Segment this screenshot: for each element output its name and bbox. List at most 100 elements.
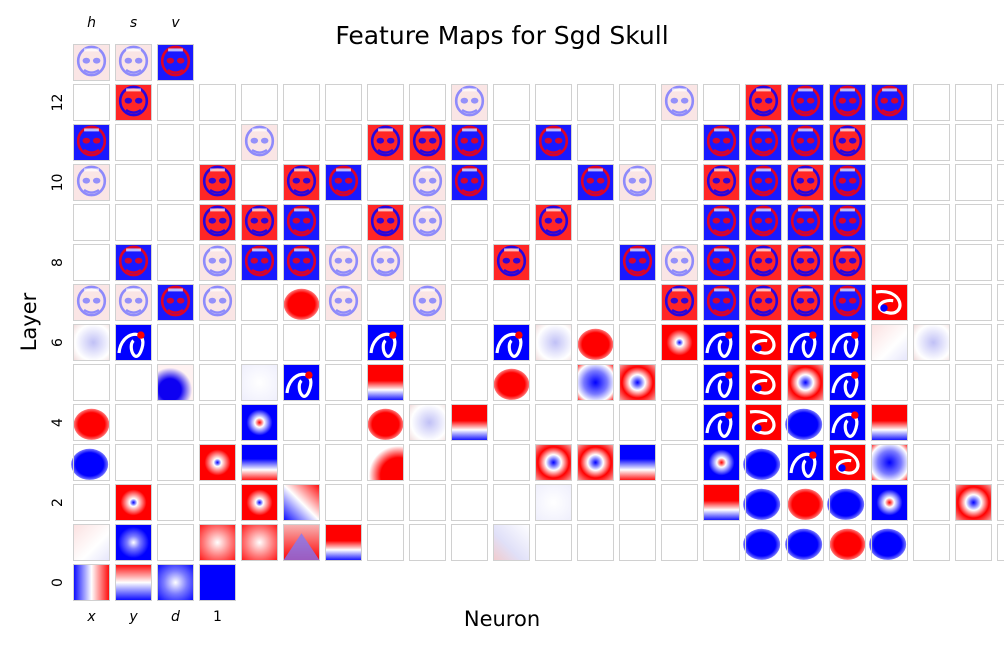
feature-map-cell — [367, 324, 404, 361]
y-tick-label: 12 — [50, 94, 66, 112]
empty-cell — [451, 204, 488, 241]
empty-cell — [913, 364, 950, 401]
feature-map-cell — [199, 284, 236, 321]
empty-cell — [913, 244, 950, 281]
empty-cell — [535, 364, 572, 401]
feature-map-cell — [367, 404, 404, 441]
feature-map-cell — [409, 124, 446, 161]
feature-map-cell — [829, 364, 866, 401]
feature-map-cell — [619, 244, 656, 281]
feature-map-cell — [199, 204, 236, 241]
empty-cell — [997, 524, 1004, 561]
empty-cell — [367, 524, 404, 561]
empty-cell — [997, 404, 1004, 441]
feature-map-cell — [199, 524, 236, 561]
feature-map-cell — [241, 364, 278, 401]
y-tick-label: 4 — [50, 418, 66, 427]
feature-map-cell — [157, 284, 194, 321]
empty-cell — [493, 404, 530, 441]
y-tick-label: 10 — [50, 174, 66, 192]
feature-map-cell — [787, 484, 824, 521]
empty-cell — [955, 84, 992, 121]
empty-cell — [367, 284, 404, 321]
empty-cell — [115, 164, 152, 201]
empty-cell — [367, 84, 404, 121]
feature-map-cell — [493, 364, 530, 401]
empty-cell — [913, 204, 950, 241]
y-tick-label: 8 — [50, 258, 66, 267]
feature-map-cell — [241, 524, 278, 561]
feature-map-cell — [451, 84, 488, 121]
empty-cell — [409, 524, 446, 561]
empty-cell — [451, 284, 488, 321]
empty-cell — [493, 444, 530, 481]
feature-map-cell — [577, 364, 614, 401]
y-axis-label: Layer — [17, 292, 41, 351]
feature-map-cell — [283, 524, 320, 561]
feature-map-cell — [367, 444, 404, 481]
feature-map-cell — [829, 84, 866, 121]
empty-cell — [325, 484, 362, 521]
feature-map-cell — [283, 244, 320, 281]
empty-cell — [493, 284, 530, 321]
empty-cell — [913, 284, 950, 321]
empty-cell — [493, 164, 530, 201]
empty-cell — [661, 404, 698, 441]
feature-map-cell — [829, 524, 866, 561]
feature-map-cell — [325, 284, 362, 321]
empty-cell — [661, 524, 698, 561]
feature-map-cell — [115, 284, 152, 321]
feature-map-cell — [367, 204, 404, 241]
feature-map-cell — [745, 324, 782, 361]
empty-cell — [997, 164, 1004, 201]
empty-cell — [451, 364, 488, 401]
feature-map-cell — [157, 44, 194, 81]
empty-cell — [577, 524, 614, 561]
feature-map-cell — [703, 204, 740, 241]
feature-map-cell — [619, 364, 656, 401]
empty-cell — [409, 364, 446, 401]
empty-cell — [199, 324, 236, 361]
feature-map-cell — [73, 284, 110, 321]
feature-map-cell — [745, 404, 782, 441]
empty-cell — [535, 284, 572, 321]
feature-map-cell — [73, 524, 110, 561]
feature-map-cell — [829, 244, 866, 281]
empty-cell — [619, 204, 656, 241]
empty-cell — [241, 84, 278, 121]
empty-cell — [913, 524, 950, 561]
empty-cell — [367, 164, 404, 201]
chart-title: Feature Maps for Sgd Skull — [335, 21, 668, 50]
empty-cell — [955, 404, 992, 441]
feature-map-cell — [73, 124, 110, 161]
x-axis-label: Neuron — [464, 607, 540, 631]
empty-cell — [619, 284, 656, 321]
empty-cell — [997, 124, 1004, 161]
feature-map-cell — [535, 204, 572, 241]
empty-cell — [703, 524, 740, 561]
feature-map-cell — [283, 204, 320, 241]
empty-cell — [199, 404, 236, 441]
feature-map-cell — [409, 164, 446, 201]
y-tick-label: 2 — [50, 498, 66, 507]
feature-map-cell — [703, 404, 740, 441]
empty-cell — [493, 484, 530, 521]
empty-cell — [913, 404, 950, 441]
empty-cell — [535, 244, 572, 281]
feature-map-cell — [661, 244, 698, 281]
empty-cell — [73, 484, 110, 521]
input-channel-label: 1 — [213, 609, 222, 625]
empty-cell — [871, 204, 908, 241]
feature-map-cell — [241, 404, 278, 441]
empty-cell — [955, 244, 992, 281]
feature-map-cell — [367, 124, 404, 161]
empty-cell — [157, 524, 194, 561]
feature-map-cell — [283, 164, 320, 201]
empty-cell — [409, 84, 446, 121]
feature-map-cell — [451, 164, 488, 201]
feature-map-cell — [367, 244, 404, 281]
feature-map-cell — [283, 284, 320, 321]
feature-map-cell — [703, 444, 740, 481]
feature-map-cell — [367, 364, 404, 401]
empty-cell — [73, 204, 110, 241]
